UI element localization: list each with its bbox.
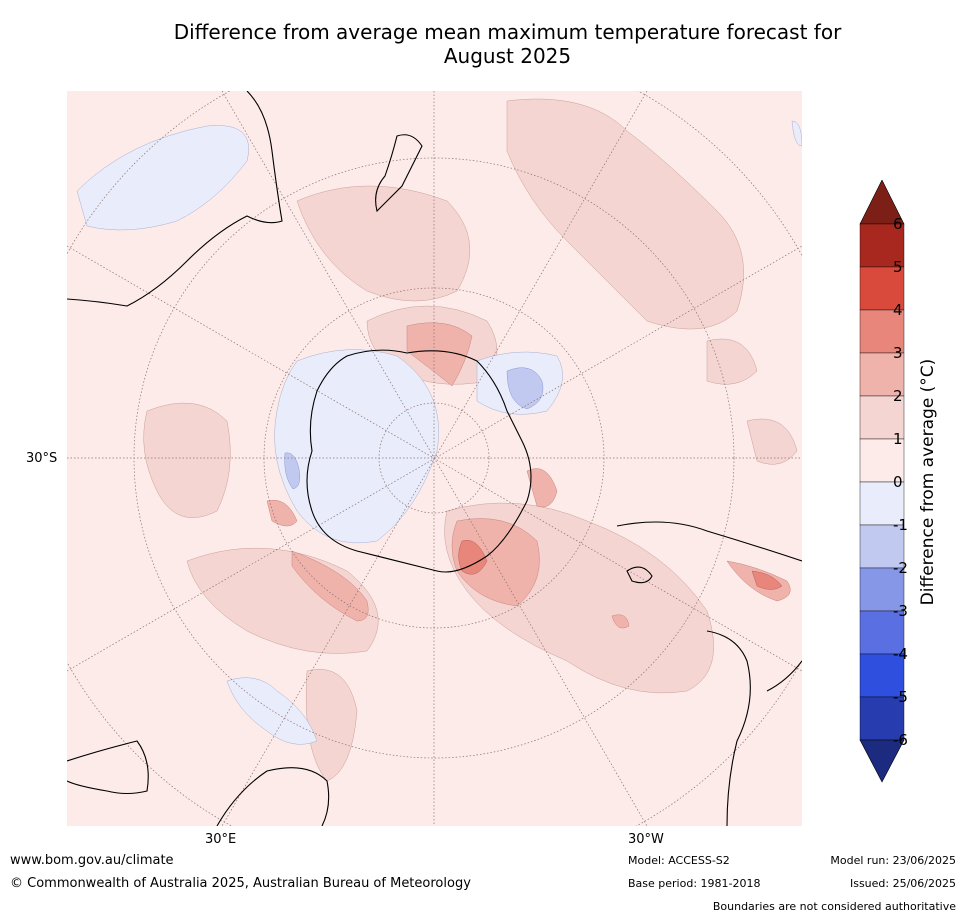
band-5-6 [859, 223, 905, 268]
band-1-2 [859, 395, 905, 440]
colorbar-extend-bottom [859, 739, 905, 783]
footer-disclaimer: Boundaries are not considered authoritat… [712, 900, 956, 913]
colorbar-tick: -1 [893, 516, 908, 534]
colorbar-tick: 1 [893, 430, 903, 448]
colorbar-tick: -3 [893, 602, 908, 620]
footer-issued: Issued: 25/06/2025 [849, 877, 956, 890]
band-m3-m2 [859, 567, 905, 612]
title-line-1: Difference from average mean maximum tem… [173, 20, 842, 44]
longitude-label-east: 30°E [205, 832, 237, 847]
colorbar-tick: -5 [893, 688, 908, 706]
band-m6-m5 [859, 696, 905, 741]
band-m5-m4 [859, 653, 905, 698]
colorbar-tick: 6 [893, 215, 903, 233]
colorbar-tick: -2 [893, 559, 908, 577]
graticule [67, 91, 802, 826]
colorbar-bands [859, 223, 905, 741]
map-svg [67, 91, 802, 826]
polar-map [67, 91, 802, 826]
footer-model-run: Model run: 23/06/2025 [830, 854, 956, 867]
map-title: Difference from average mean maximum tem… [60, 20, 955, 68]
colorbar-tick: -6 [893, 731, 908, 749]
colorbar-tick: 4 [893, 301, 903, 319]
band-0-1 [859, 438, 905, 483]
anomaly-minus2-minus1-regions [284, 367, 544, 490]
band-4-5 [859, 266, 905, 311]
latitude-label: 30°S [26, 451, 58, 466]
band-m4-m3 [859, 610, 905, 655]
anomaly-3-4-regions [458, 539, 783, 590]
band-m2-m1 [859, 524, 905, 569]
colorbar-tick: 5 [893, 258, 903, 276]
coastlines [67, 91, 802, 826]
colorbar-tick: 3 [893, 344, 903, 362]
footer-model: Model: ACCESS-S2 [628, 854, 730, 867]
band-3-4 [859, 309, 905, 354]
colorbar [859, 180, 905, 783]
band-m1-0 [859, 481, 905, 526]
colorbar-label: Difference from average (°C) [918, 358, 938, 606]
colorbar-tick: -4 [893, 645, 908, 663]
footer-url[interactable]: www.bom.gov.au/climate [10, 853, 174, 868]
colorbar-tick: 0 [893, 473, 903, 491]
title-line-2: August 2025 [443, 44, 572, 68]
footer-base-period: Base period: 1981-2018 [628, 877, 761, 890]
colorbar-tick: 2 [893, 387, 903, 405]
longitude-label-west: 30°W [628, 832, 664, 847]
footer-copyright: © Commonwealth of Australia 2025, Austra… [10, 876, 471, 891]
